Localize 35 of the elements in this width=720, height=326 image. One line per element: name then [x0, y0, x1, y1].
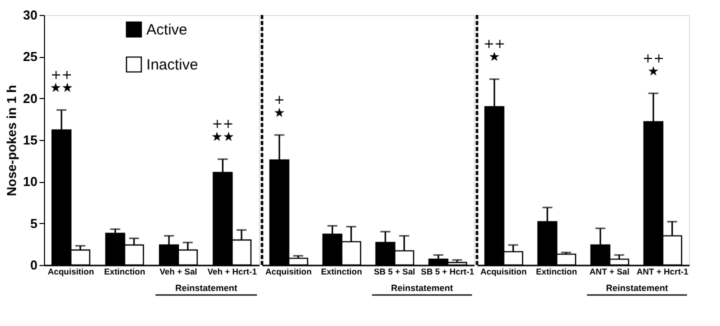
legend-label: Inactive — [146, 56, 198, 74]
text: Reinstatement — [606, 283, 668, 293]
annotation: ++ — [642, 51, 664, 66]
x-tick-label: Veh + Hcrt-1 — [207, 266, 258, 276]
x-tick-label: Acquisition — [48, 266, 94, 276]
y-tick-label: 0 — [30, 258, 38, 272]
x-tick-label: SB 5 + Sal — [374, 266, 416, 276]
annotation: ++ — [212, 117, 234, 132]
y-tick-label: 30 — [23, 8, 38, 22]
annotation: + — [274, 93, 285, 108]
x-tick-label: Veh + Sal — [160, 266, 198, 276]
y-tick-label: 10 — [23, 174, 38, 190]
legend-label: Active — [146, 22, 188, 38]
annotation: ++ — [50, 68, 72, 83]
annotation: ★ — [488, 50, 500, 66]
x-tick-label: Extinction — [104, 266, 146, 276]
annotation: ★★ — [211, 130, 234, 146]
y-tick-label: 25 — [23, 49, 38, 64]
y-tick-label: 15 — [23, 132, 38, 148]
annotation: ★★ — [50, 81, 74, 96]
x-tick-label: Acquisition — [265, 266, 312, 276]
x-tick-label: Extinction — [320, 266, 362, 276]
annotation: ★ — [274, 106, 286, 121]
y-axis-title: Nose-pokes in 1 h — [4, 84, 20, 196]
x-tick-label: Extinction — [536, 266, 578, 276]
text: Reinstatement — [175, 283, 238, 293]
text: Reinstatement — [390, 283, 454, 293]
x-tick-label: ANT + Sal — [590, 266, 630, 276]
x-tick-label: ANT + Hcrt-1 — [636, 266, 689, 276]
y-tick-label: 20 — [23, 90, 38, 106]
y-tick-label: 5 — [30, 216, 38, 231]
x-tick-label: SB 5 + Hcrt-1 — [420, 266, 474, 276]
annotation: ++ — [483, 37, 506, 52]
x-tick-label: Acquisition — [480, 266, 527, 276]
annotation: ★ — [648, 64, 660, 80]
